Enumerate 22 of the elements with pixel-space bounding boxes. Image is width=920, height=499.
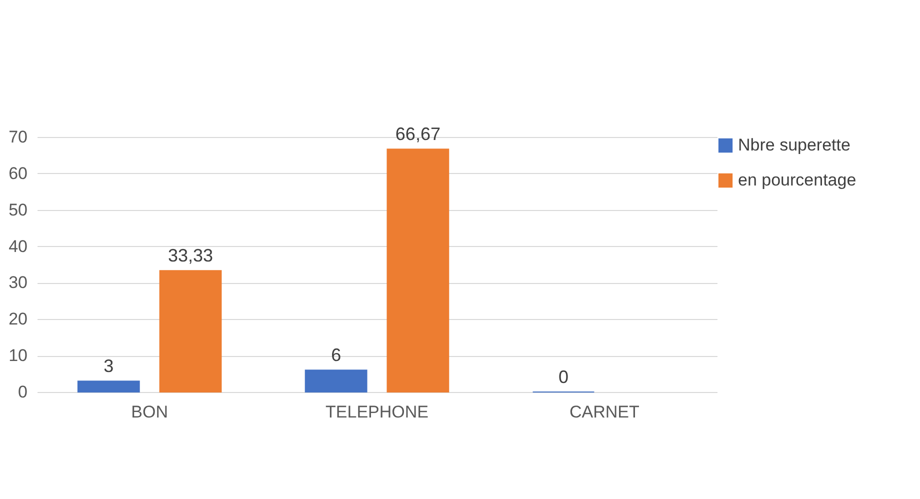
data-label: 66,67 (395, 124, 440, 144)
x-tick-label: TELEPHONE (326, 402, 428, 422)
data-label: 6 (331, 345, 342, 366)
data-label: 33,33 (168, 246, 214, 266)
legend-label: Nbre superette (738, 136, 850, 154)
legend-label: en pourcentage (738, 170, 856, 190)
bar (304, 370, 368, 392)
y-tick-label: 30 (8, 273, 28, 292)
data-label: 0 (558, 367, 568, 387)
bar (159, 270, 222, 392)
y-tick-label: 60 (8, 164, 28, 183)
y-tick-label: 70 (8, 128, 28, 146)
data-label: 3 (104, 356, 114, 376)
bar (386, 148, 450, 392)
y-tick-label: 40 (8, 236, 28, 256)
y-tick-label: 50 (8, 200, 28, 220)
y-tick-label: 10 (8, 346, 28, 366)
y-tick-label: 0 (18, 382, 28, 402)
x-tick-label: BON (131, 402, 168, 422)
y-tick-label: 20 (8, 310, 28, 329)
x-tick-label: CARNET (569, 402, 640, 422)
bar (77, 380, 140, 392)
